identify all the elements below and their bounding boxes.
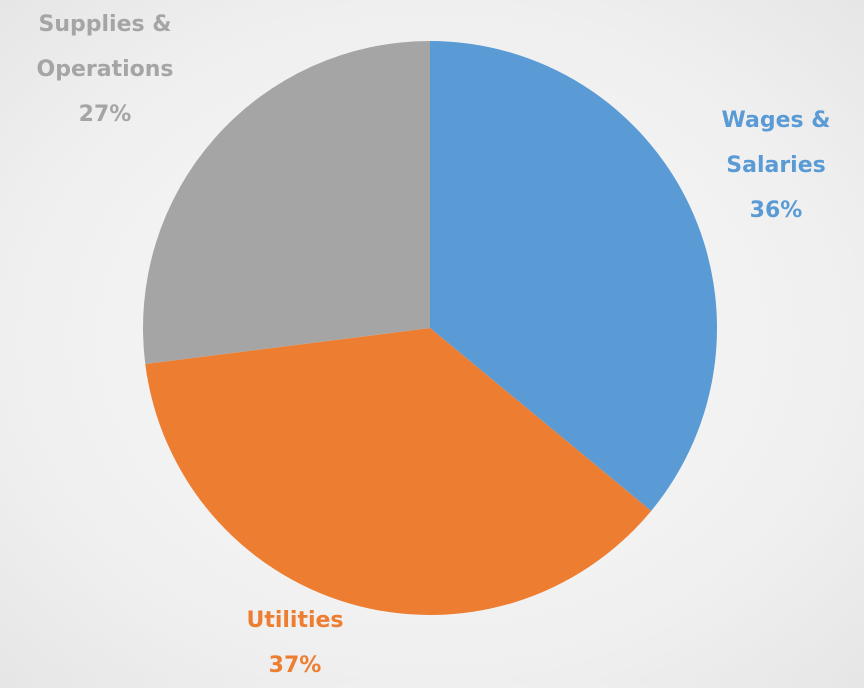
value-label: 27% xyxy=(78,102,132,127)
pie-slice xyxy=(145,328,652,616)
category-label: Supplies & Operations xyxy=(36,12,174,82)
pie-slice xyxy=(430,41,717,511)
category-label: Utilities xyxy=(246,608,344,633)
value-label: 36% xyxy=(749,198,803,223)
slice-label: Wages & Salaries 36% xyxy=(701,98,851,233)
value-label: 37% xyxy=(268,653,322,678)
slice-label: Utilities 37% xyxy=(195,598,395,688)
pie-slice xyxy=(142,41,430,364)
category-label: Wages & Salaries xyxy=(721,108,831,178)
slice-label: Supplies & Operations 27% xyxy=(15,2,195,137)
